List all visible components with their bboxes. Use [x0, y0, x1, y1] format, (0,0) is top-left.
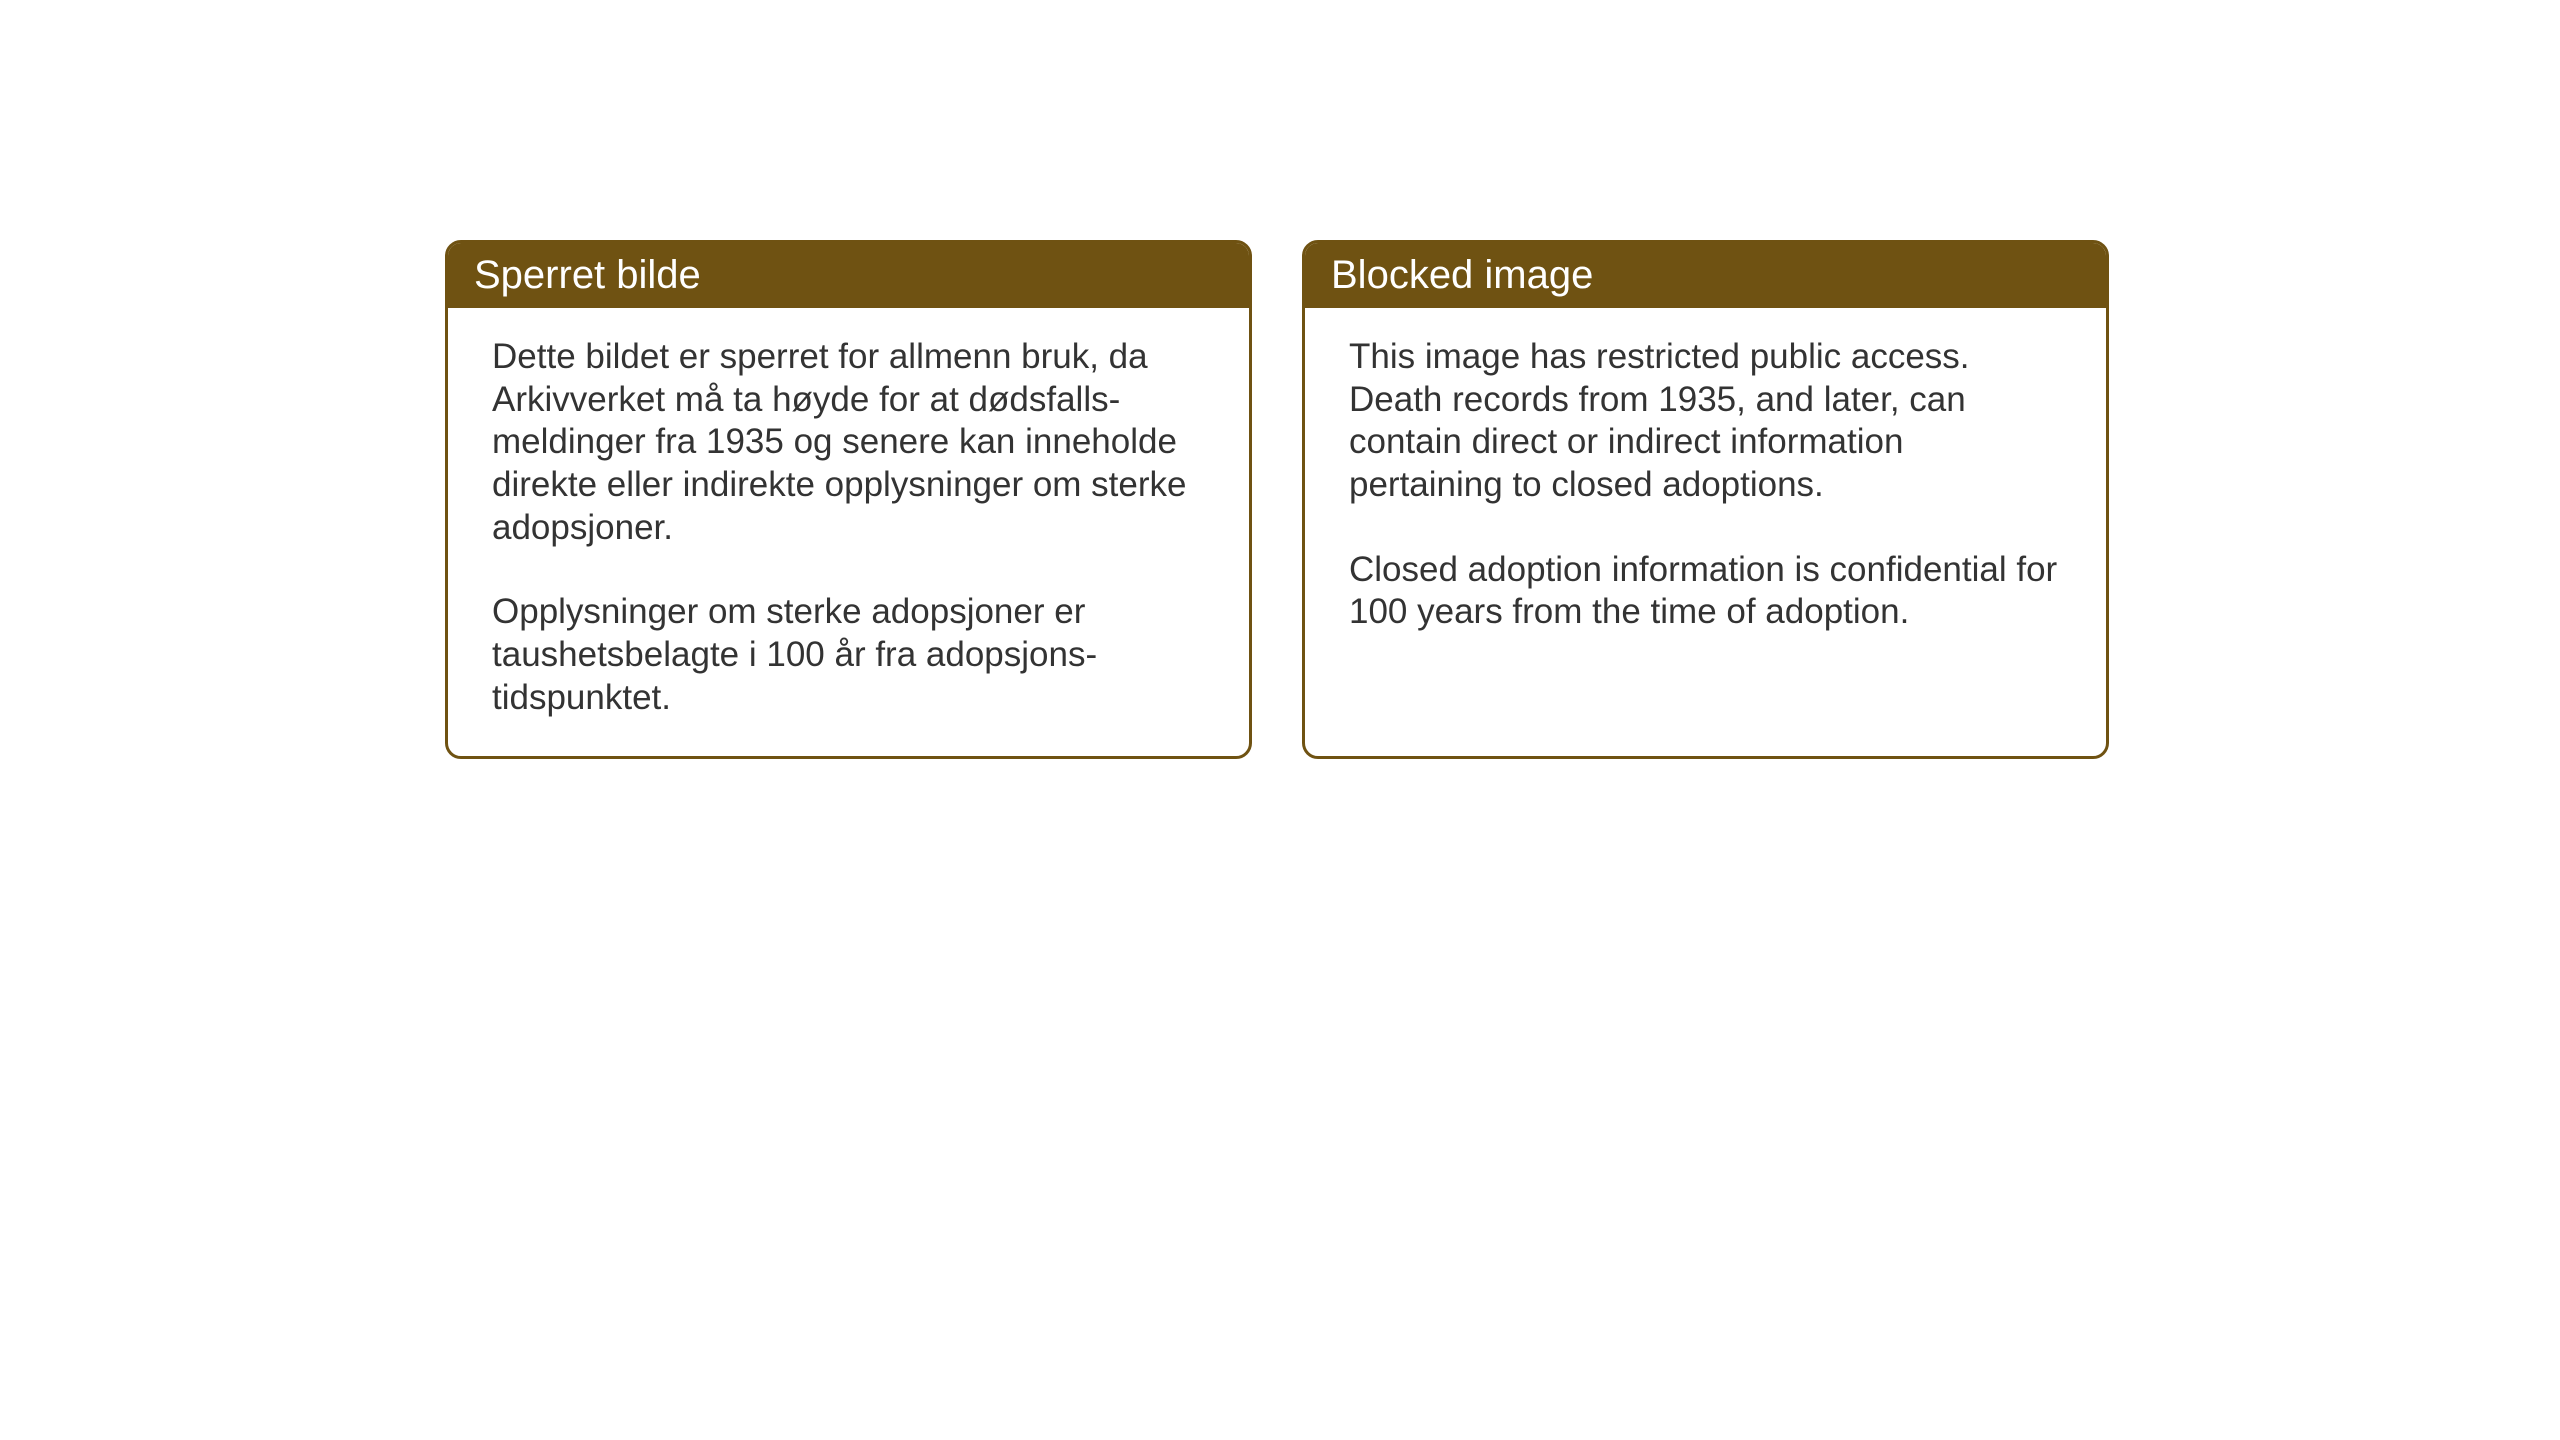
notice-paragraph-2-norwegian: Opplysninger om sterke adopsjoner er tau… [492, 591, 1205, 719]
notice-paragraph-2-english: Closed adoption information is confident… [1349, 549, 2062, 634]
notice-box-norwegian: Sperret bilde Dette bildet er sperret fo… [445, 240, 1252, 759]
notice-title-norwegian: Sperret bilde [474, 253, 701, 297]
notice-body-norwegian: Dette bildet er sperret for allmenn bruk… [448, 308, 1249, 756]
notice-paragraph-1-norwegian: Dette bildet er sperret for allmenn bruk… [492, 336, 1205, 549]
notice-header-norwegian: Sperret bilde [448, 243, 1249, 308]
notice-box-english: Blocked image This image has restricted … [1302, 240, 2109, 759]
notice-title-english: Blocked image [1331, 253, 1593, 297]
notice-header-english: Blocked image [1305, 243, 2106, 308]
notice-container: Sperret bilde Dette bildet er sperret fo… [445, 240, 2109, 759]
notice-paragraph-1-english: This image has restricted public access.… [1349, 336, 2062, 507]
notice-body-english: This image has restricted public access.… [1305, 308, 2106, 670]
